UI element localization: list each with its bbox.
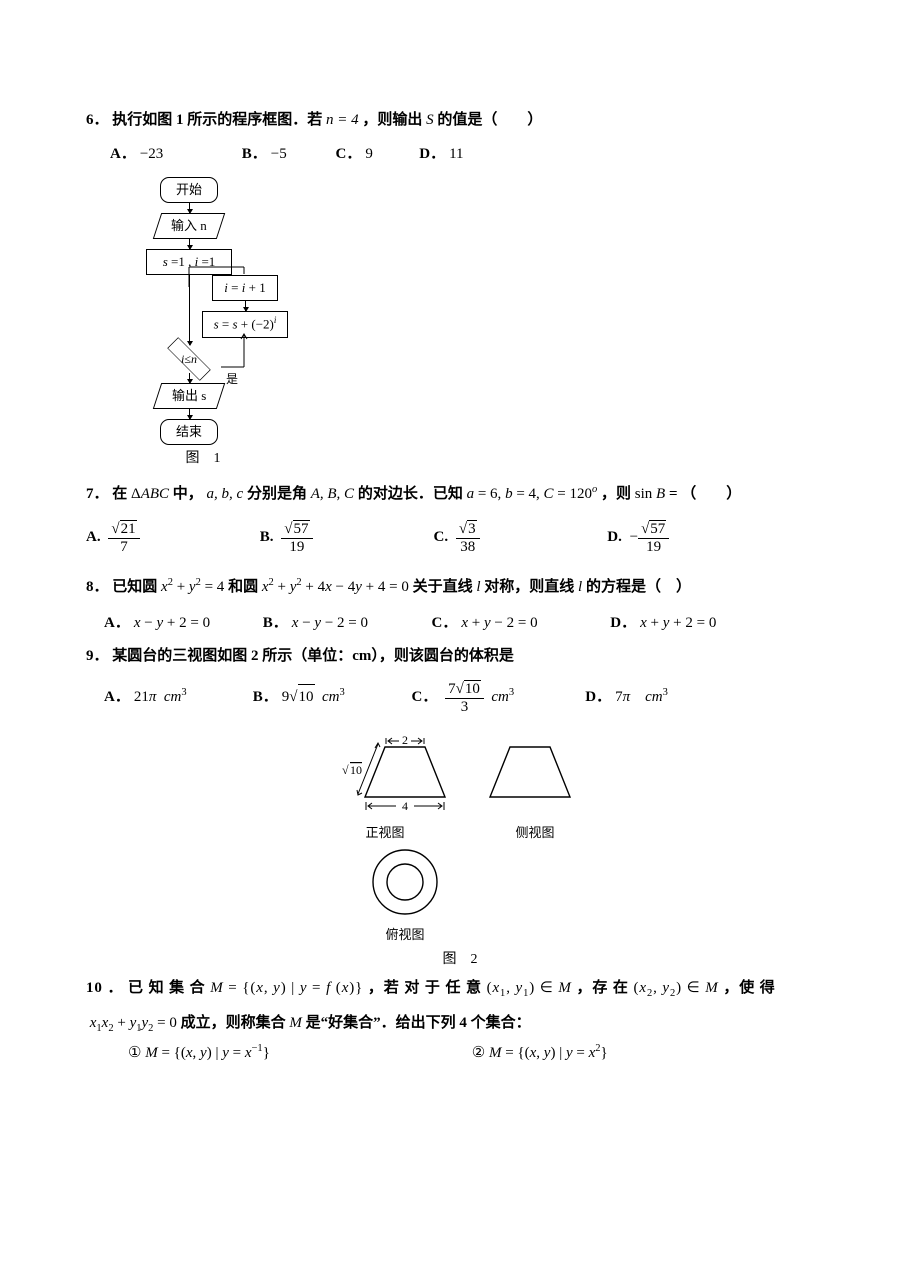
- q9-opt-d: 7π cm3: [615, 684, 668, 711]
- svg-text:10: 10: [350, 763, 362, 777]
- q7-ABC: A, B, C: [311, 486, 354, 502]
- q7-options: A. √217 B. √5719 C. √338 D. −√5719: [86, 520, 834, 557]
- q8-opt-b: x − y − 2 = 0: [292, 611, 368, 637]
- q7-abc: a, b, c: [207, 486, 244, 502]
- question-8: 8． 已知圆 x2 + y2 = 4 和圆 x2 + y2 + 4x − 4y …: [86, 574, 834, 601]
- q10-number: 10 ．: [86, 980, 123, 996]
- q10-eq: x1x2 + y1y2 = 0: [86, 1015, 177, 1031]
- svg-text:2: 2: [402, 733, 408, 747]
- q10-text-d: ，使 得: [723, 980, 775, 996]
- q6-var: S: [426, 112, 434, 128]
- q9-opt-c: 7√103: [445, 680, 484, 717]
- flow-inc: i = i + 1: [212, 275, 278, 301]
- q8-options: A．x − y + 2 = 0 B．x − y − 2 = 0 C．x + y …: [104, 611, 834, 637]
- q6-eq: n = 4: [326, 112, 359, 128]
- q9-number: 9．: [86, 648, 109, 664]
- question-10: 10 ． 已 知 集 合 M = {(x, y) | y = f (x)} ，若…: [86, 976, 834, 1003]
- q8-opt-d: x + y + 2 = 0: [640, 611, 716, 637]
- figure-1-caption: 图 1: [122, 447, 284, 471]
- q10-item-1-label: ①: [128, 1045, 141, 1061]
- flow-init: s =1 , i =1: [146, 249, 232, 275]
- q7-text-a: 在: [112, 486, 131, 502]
- q7-opt-d: √5719: [638, 520, 669, 557]
- side-view-label: 侧视图: [460, 822, 610, 844]
- q10-item-1-body: M = {(x, y) | y = x−1}: [145, 1045, 270, 1061]
- q7-opt-c: √338: [456, 520, 480, 557]
- q10-p1: (x1, y1) ∈ M: [487, 980, 572, 996]
- flow-start: 开始: [160, 177, 218, 203]
- q6-number: 6．: [86, 112, 109, 128]
- svg-text:4: 4: [402, 799, 408, 813]
- q10-item-2-label: ②: [472, 1045, 485, 1061]
- q7-opt-a: √217: [108, 520, 139, 557]
- q10-M: M = {(x, y) | y = f (x)}: [210, 980, 363, 996]
- q8-c2: x2 + y2 + 4x − 4y + 4 = 0: [262, 579, 409, 595]
- q6-opt-c: 9: [365, 142, 373, 168]
- flow-yes-label: 是: [226, 369, 238, 389]
- q7-opt-b: √5719: [281, 520, 312, 557]
- flow-input: 输入 n: [153, 213, 225, 239]
- q6-opt-b: −5: [271, 142, 287, 168]
- q6-options: A．−23 B．−5 C．9 D．11: [110, 142, 834, 168]
- flow-output: 输出 s: [153, 383, 225, 409]
- q10-p2: (x2, y2) ∈ M: [633, 980, 718, 996]
- q10-item-2-body: M = {(x, y) | y = x2}: [489, 1045, 608, 1061]
- q8-text-e: 的方程是（ ）: [586, 579, 691, 595]
- q10-text-f: 是“好集合”．给出下列 4 个集合：: [306, 1015, 531, 1031]
- q10-text-e: 成立，则称集合: [181, 1015, 290, 1031]
- q10-text-a: 已 知 集 合: [128, 980, 210, 996]
- q7-text-d: 的对边长．已知: [358, 486, 467, 502]
- three-view-bottom: [310, 844, 610, 924]
- question-7: 7． 在 ΔABC 中， a, b, c 分别是角 A, B, C 的对边长．已…: [86, 481, 834, 508]
- q10-text-b: ，若 对 于 任 意: [368, 980, 487, 996]
- q8-text-d: 对称，则直线: [484, 579, 578, 595]
- flowchart-figure-1: 开始 输入 n s =1 , i =1 i ≤ n 否 输出 s 结束 i = …: [114, 177, 284, 471]
- q7-given: a = 6, b = 4, C = 120o: [467, 486, 598, 502]
- q8-text-c: 关于直线: [413, 579, 477, 595]
- front-view-label: 正视图: [310, 822, 460, 844]
- question-6: 6． 执行如图 1 所示的程序框图．若 n = 4 ，则输出 S 的值是（ ）: [86, 108, 834, 134]
- q10-text-c: ，存 在: [576, 980, 633, 996]
- q8-c1: x2 + y2 = 4: [161, 579, 224, 595]
- q6-opt-d: 11: [449, 142, 463, 168]
- q8-number: 8．: [86, 579, 109, 595]
- q9-opt-a: 21π cm3: [134, 684, 187, 711]
- q6-text-c: 的值是（ ）: [437, 112, 542, 128]
- svg-text:√: √: [342, 763, 349, 777]
- flow-end: 结束: [160, 419, 218, 445]
- q8-opt-c: x + y − 2 = 0: [461, 611, 537, 637]
- q8-opt-a: x − y + 2 = 0: [134, 611, 210, 637]
- question-10-line2: x1x2 + y1y2 = 0 成立，则称集合 M 是“好集合”．给出下列 4 …: [86, 1011, 834, 1038]
- three-view-top-row: 2 4 √ 10: [310, 722, 610, 822]
- q7-text-b: 中，: [173, 486, 203, 502]
- q10-items: ① M = {(x, y) | y = x−1} ② M = {(x, y) |…: [128, 1040, 834, 1067]
- q8-text-b: 和圆: [228, 579, 262, 595]
- figure-2-caption: 图 2: [310, 948, 610, 972]
- q9-opt-b: 9√10 cm3: [282, 684, 345, 711]
- q9-text: 某圆台的三视图如图 2 所示（单位：cm），则该圆台的体积是: [112, 648, 514, 664]
- q8-l2: l: [578, 579, 582, 595]
- q7-number: 7．: [86, 486, 109, 502]
- top-view-label: 俯视图: [310, 924, 500, 946]
- q10-Mv: M: [289, 1015, 302, 1031]
- q8-l1: l: [476, 579, 480, 595]
- q8-text-a: 已知圆: [112, 579, 161, 595]
- q6-text-b: ，则输出: [362, 112, 426, 128]
- q6-opt-a: −23: [140, 142, 163, 168]
- flow-condition: i ≤ n: [157, 345, 221, 373]
- question-9: 9． 某圆台的三视图如图 2 所示（单位：cm），则该圆台的体积是: [86, 644, 834, 670]
- q6-text-a: 执行如图 1 所示的程序框图．若: [112, 112, 326, 128]
- q9-options: A．21π cm3 B．9√10 cm3 C． 7√103 cm3 D．7π c…: [104, 680, 834, 717]
- figure-2: 2 4 √ 10 正视图 侧视图 俯视图 图 2: [310, 722, 610, 972]
- q7-sinB: sin B: [635, 486, 665, 502]
- q7-text-c: 分别是角: [247, 486, 311, 502]
- flow-step: s = s + (−2)i: [202, 311, 288, 337]
